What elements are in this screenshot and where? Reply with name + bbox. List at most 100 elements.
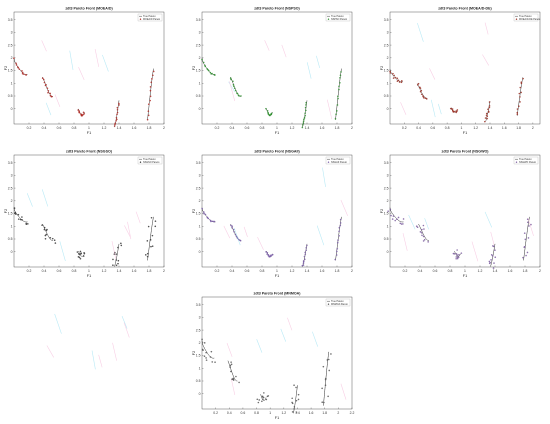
- pareto-point: [23, 73, 25, 76]
- pareto-point: [390, 214, 392, 217]
- pareto-point: [422, 235, 425, 238]
- watermark-stroke: [231, 378, 236, 395]
- pareto-point: [336, 248, 339, 250]
- x-tick-label: 0.6: [57, 126, 62, 130]
- pareto-point: [402, 218, 405, 220]
- pareto-point: [203, 211, 205, 213]
- pareto-point: [523, 245, 526, 248]
- y-axis-label: F2: [380, 66, 384, 70]
- pareto-point: [152, 74, 154, 77]
- pareto-point: [338, 88, 340, 91]
- pareto-point: [265, 398, 268, 401]
- pareto-point: [13, 207, 16, 209]
- x-tick-label: 0.6: [241, 411, 246, 415]
- pareto-point: [118, 102, 120, 105]
- x-tick-label: 1.4: [493, 269, 498, 273]
- pareto-point: [234, 89, 237, 92]
- true-front-segment: [293, 385, 298, 414]
- pareto-point: [423, 228, 425, 230]
- chart-title: zdt3 Pareto Front (MNMOA): [254, 292, 302, 296]
- pareto-point: [236, 92, 239, 95]
- pareto-point: [118, 104, 120, 106]
- pareto-point: [239, 239, 242, 242]
- chart-panel-1: zdt3 Pareto Front (MOEA/D) 0.2 0.4 0.6 0.8 1 1…: [4, 7, 165, 136]
- pareto-point: [270, 112, 273, 115]
- pareto-point: [389, 72, 392, 74]
- watermark-stroke: [41, 189, 49, 207]
- watermark-stroke: [484, 211, 493, 228]
- y-tick-label: 0: [199, 392, 201, 396]
- pareto-point: [146, 118, 149, 121]
- x-tick-label: 1: [464, 269, 466, 273]
- pareto-point: [339, 224, 342, 227]
- watermark-stroke: [123, 322, 130, 338]
- true-front-segment: [201, 57, 216, 75]
- pareto-point: [116, 113, 118, 116]
- watermark-stroke: [45, 102, 52, 116]
- pareto-point: [147, 103, 150, 105]
- watermark-stroke: [312, 331, 319, 347]
- pareto-point: [484, 120, 486, 123]
- pareto-point: [15, 62, 17, 65]
- background-watermark: [46, 313, 130, 370]
- pareto-point: [233, 85, 235, 88]
- pareto-point: [304, 106, 307, 109]
- pareto-point: [116, 118, 118, 121]
- y-tick-label: 0.5: [196, 94, 201, 98]
- pareto-point: [202, 349, 204, 352]
- pareto-point: [516, 111, 519, 114]
- x-axis-label: F1: [463, 131, 467, 135]
- y-tick-label: 2.5: [8, 43, 13, 47]
- pareto-point: [336, 110, 338, 112]
- watermark-stroke: [322, 167, 326, 187]
- watermark-stroke: [340, 383, 347, 400]
- pareto-point: [295, 386, 297, 389]
- x-tick-label: 2: [351, 126, 353, 130]
- pareto-point: [147, 114, 150, 117]
- watermark-stroke: [91, 350, 96, 370]
- y-tick-label: 1: [199, 366, 201, 370]
- watermark-stroke: [256, 339, 263, 353]
- x-tick-label: 1.6: [132, 269, 137, 273]
- legend-true-label: True Pareto: [331, 158, 344, 161]
- legend-algo-label: NSGAII Pareto: [331, 161, 347, 164]
- y-axis-label: F2: [380, 209, 384, 213]
- pareto-point: [451, 109, 454, 112]
- watermark-stroke: [59, 241, 66, 262]
- pareto-point: [493, 262, 495, 264]
- y-tick-label: 0.5: [384, 94, 389, 98]
- pareto-point: [400, 81, 403, 84]
- pareto-point: [211, 72, 213, 75]
- pareto-point: [334, 117, 337, 120]
- x-tick-label: 0.2: [403, 269, 408, 273]
- pareto-point: [328, 369, 331, 372]
- x-tick-label: 1: [276, 269, 278, 273]
- pareto-point: [257, 401, 260, 404]
- x-tick-label: 1.8: [147, 126, 152, 130]
- pareto-point: [417, 82, 420, 85]
- x-tick-label: 0.2: [27, 269, 32, 273]
- pareto-point: [116, 108, 119, 111]
- pareto-point: [201, 58, 203, 61]
- y-tick-label: 1.5: [384, 69, 389, 73]
- watermark-stroke: [327, 99, 333, 120]
- background-watermark: [228, 40, 333, 120]
- true-front-segment: [13, 57, 28, 75]
- y-tick-label: 2: [199, 199, 201, 203]
- pareto-point: [337, 95, 339, 98]
- pareto-point: [51, 237, 54, 240]
- pareto-point: [115, 259, 118, 261]
- pareto-point: [520, 82, 523, 85]
- pareto-point: [306, 244, 308, 247]
- pareto-point: [21, 71, 24, 74]
- watermark-stroke: [306, 62, 312, 79]
- pareto-point: [488, 101, 491, 103]
- watermark-stroke: [490, 231, 495, 246]
- pareto-point: [392, 72, 394, 75]
- watermark-stroke: [471, 241, 479, 262]
- pareto-point: [144, 254, 147, 256]
- x-tick-label: 1.8: [322, 411, 327, 415]
